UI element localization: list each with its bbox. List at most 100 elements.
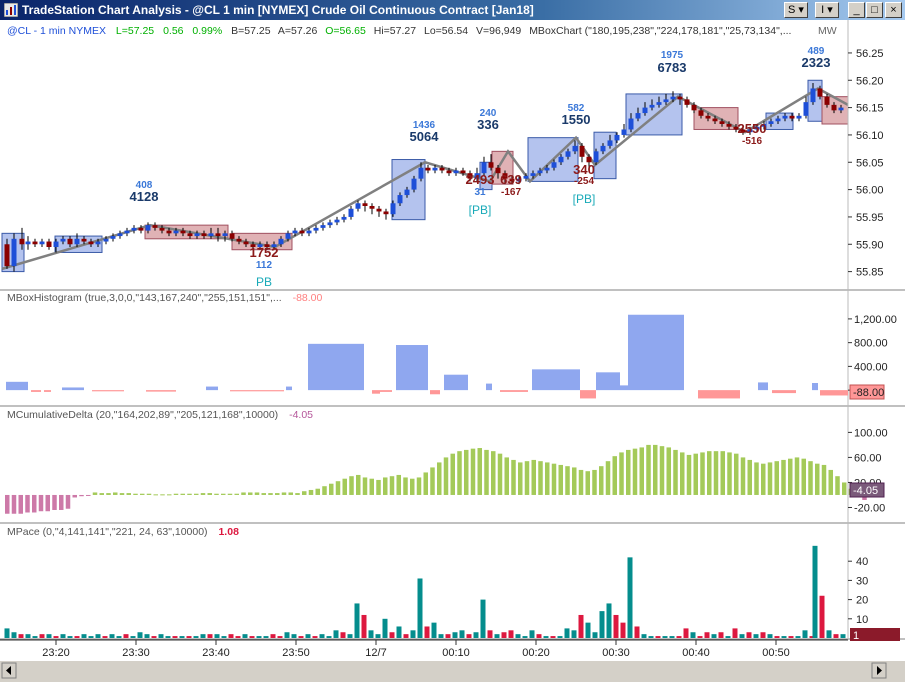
delta-bar	[794, 457, 800, 495]
close-button[interactable]: ×	[885, 2, 902, 18]
delta-bar	[153, 494, 158, 496]
candle-body	[502, 173, 508, 179]
header-high: Hi=57.27	[374, 25, 416, 37]
pace-bar	[802, 630, 808, 638]
delta-bar	[524, 461, 530, 495]
delta-bar	[140, 493, 145, 495]
candle-body	[614, 134, 620, 141]
price-pane[interactable]	[1, 79, 849, 273]
candle-body	[236, 238, 242, 242]
pace-bar	[655, 636, 661, 638]
delta-bar	[416, 477, 422, 495]
pace-bar	[249, 636, 255, 638]
pace-bar	[298, 636, 304, 638]
pace-bar	[179, 636, 185, 638]
price-tick-label: 55.95	[856, 212, 884, 224]
candle-body	[796, 115, 802, 119]
pace-bar	[116, 636, 122, 638]
candle-body	[719, 121, 725, 124]
pace-bar	[585, 622, 591, 638]
delta-bar	[740, 457, 746, 495]
candle-body	[397, 195, 403, 204]
candle-body	[355, 203, 361, 209]
pace-bar	[214, 634, 220, 638]
pace-pane[interactable]	[4, 545, 846, 638]
minimize-button[interactable]: _	[848, 2, 865, 18]
pace-bar	[361, 614, 367, 638]
candle-body	[334, 219, 340, 223]
delta-tick-label: 60.00	[854, 452, 882, 464]
candle-body	[831, 104, 837, 111]
delta-bar	[302, 491, 307, 495]
s-label: S	[788, 4, 796, 16]
delta-bar	[200, 493, 206, 495]
candle-body	[789, 115, 795, 119]
candle-body	[74, 238, 80, 245]
chart-area[interactable]: @CL - 1 min NYMEX L=57.25 0.56 0.99% B=5…	[0, 20, 905, 682]
delta-bar	[720, 451, 725, 495]
symbol-i-button[interactable]: I ▾	[815, 2, 839, 18]
price-axis[interactable]: 56.25 56.20 56.15 56.10 56.05 56.00 55.95 55.90…	[848, 48, 897, 626]
delta-bar	[126, 493, 131, 495]
candle-body	[824, 96, 830, 105]
delta-bar	[146, 493, 152, 495]
delta-bar	[592, 469, 597, 495]
candle-body	[754, 126, 760, 130]
pace-bar	[333, 630, 339, 638]
pace-bar	[235, 636, 241, 638]
pace-bar	[4, 628, 10, 638]
delta-bar	[261, 493, 266, 495]
pace-marker-text: 1	[853, 630, 859, 642]
pace-bar	[130, 636, 136, 638]
pace-bar	[529, 630, 535, 638]
candle-body	[390, 203, 396, 215]
pace-bar	[683, 628, 689, 638]
candle-body	[39, 241, 45, 245]
candle-body	[117, 233, 123, 237]
delta-bar	[815, 463, 820, 495]
histogram-bar	[146, 390, 176, 392]
pace-bar	[487, 630, 493, 638]
histogram-value: -88.00	[293, 292, 323, 304]
delta-bar	[410, 478, 415, 495]
pace-bar	[354, 603, 360, 638]
time-tick-label: 23:40	[202, 647, 230, 659]
header-last: L=57.25	[116, 25, 154, 37]
annotation-340: 340	[573, 162, 595, 177]
delta-bar	[227, 493, 233, 495]
annotation-6783: 6783	[658, 60, 687, 75]
pace-bar	[151, 636, 157, 638]
candle-body	[495, 167, 501, 174]
candle-body	[740, 129, 746, 133]
pace-bar	[592, 632, 598, 638]
delta-bar	[396, 474, 401, 495]
annotation-neg516: -516	[742, 136, 762, 147]
delta-bar	[335, 481, 341, 495]
histogram-bar	[812, 383, 818, 391]
maximize-button[interactable]: □	[866, 2, 883, 18]
delta-bar	[254, 492, 260, 495]
pace-bar	[452, 632, 458, 638]
candle-body	[558, 156, 564, 163]
candle-body	[327, 222, 333, 226]
symbol-s-button[interactable]: S ▾	[784, 2, 808, 18]
window-title: TradeStation Chart Analysis - @CL 1 min …	[22, 3, 534, 17]
histogram-pane[interactable]	[6, 314, 848, 399]
delta-bar	[835, 476, 840, 495]
pace-bar	[669, 636, 675, 638]
header-extra: MW	[818, 25, 837, 37]
pace-bar	[697, 636, 703, 638]
time-axis[interactable]: 23:20 23:30 23:40 23:50 12/7 00:10 00:20 00:30 0…	[0, 639, 905, 682]
candle-body	[60, 238, 66, 242]
pace-bar	[18, 634, 24, 638]
candle-body	[453, 170, 459, 174]
pace-bar	[193, 636, 199, 638]
annotation-1975: 1975	[661, 50, 684, 61]
time-tick-label: 23:20	[42, 647, 70, 659]
annotation-639: 639	[500, 172, 522, 187]
candle-body	[383, 211, 389, 215]
histogram-bar	[628, 314, 684, 391]
pace-bar	[781, 636, 787, 638]
delta-bar	[248, 492, 253, 495]
candle-body	[460, 170, 466, 174]
